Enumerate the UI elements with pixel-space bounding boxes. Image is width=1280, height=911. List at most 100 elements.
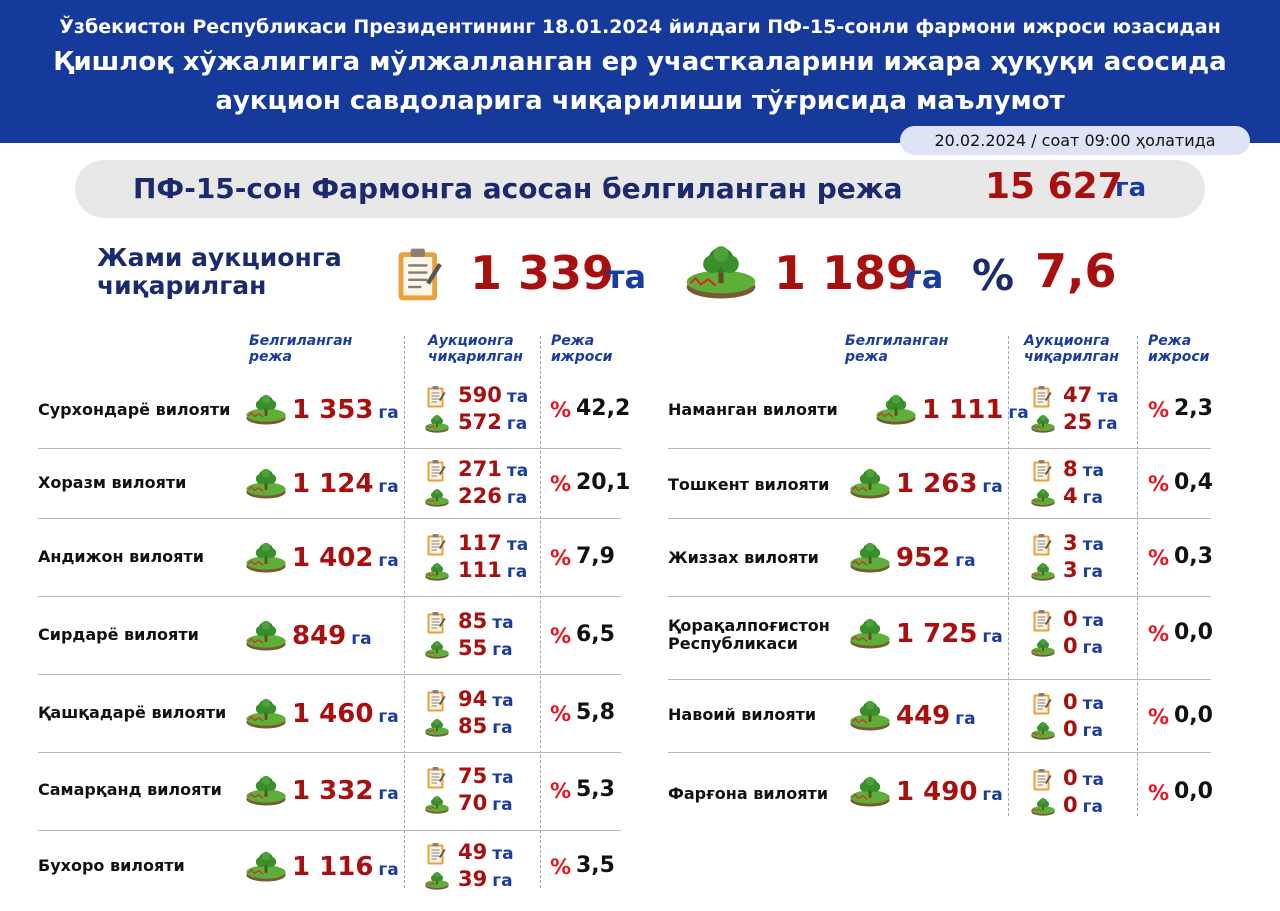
unit-ha: га [492,640,513,660]
land-plot-icon [244,620,288,652]
clipboard-icon [426,611,446,635]
land-plot-icon [424,562,450,582]
row-divider [38,830,621,831]
col-header-plan: Белгиланган режа [845,333,948,365]
unit-pcs: та [492,768,514,788]
land-plot-icon [1030,414,1056,434]
percent-icon: % [1148,705,1170,729]
land-plot-icon [1030,562,1056,582]
region-auction-count: 0 та [1063,690,1104,714]
clipboard-icon [426,689,446,713]
unit-ha: га [1008,403,1029,423]
region-auction-area: 25 га [1063,410,1118,434]
region-auction-area: 0 га [1063,634,1103,658]
auction-area-value: 572 [458,410,502,434]
region-name: Хоразм вилояти [38,473,187,492]
unit-ha: га [378,784,399,804]
percent-icon: % [550,398,572,422]
auction-area-value: 0 [1063,717,1078,741]
region-auction-area: 55 га [458,636,513,660]
percent-icon: % [550,702,572,726]
col-header-auction: Аукционга чиқарилган [1024,333,1119,365]
auction-area-value: 39 [458,867,488,891]
unit-ha: га [378,477,399,497]
land-plot-icon [1030,797,1056,817]
region-name: Самарқанд вилояти [38,780,222,799]
page-title-line1: Қишлоқ хўжалигига мўлжалланган ер участк… [53,47,1227,77]
region-plan: 849 га [292,621,372,651]
auction-count-value: 8 [1063,457,1078,481]
col-header-exec-l1: Режа [551,333,595,349]
row-divider [668,448,1211,449]
plan-banner: ПФ-15-сон Фармонга асосан белгиланган ре… [75,160,1205,218]
auction-count-value: 49 [458,840,488,864]
region-auction-count: 94 та [458,687,514,711]
unit-ha: га [378,860,399,880]
land-plot-icon [1030,488,1056,508]
auction-area-value: 111 [458,558,502,582]
region-plan-value: 1 263 [896,469,978,499]
col-header-plan-l2: режа [845,349,888,365]
unit-ha: га [378,403,399,423]
region-plan-value: 1 353 [292,395,374,425]
row-divider [668,679,1211,680]
land-plot-icon [424,640,450,660]
region-plan-value: 449 [896,701,951,731]
unit-ha: га [492,718,513,738]
land-plot-icon [244,468,288,500]
percent-icon: % [550,472,572,496]
land-plot-icon [424,795,450,815]
region-plan: 1 263 га [896,469,1003,499]
region-execution: 0,0 [1174,620,1213,645]
unit-ha: га [982,627,1003,647]
unit-pcs: та [1082,611,1104,631]
auction-count-value: 0 [1063,607,1078,631]
region-name: Қорақалпоғистон Республикаси [668,616,830,653]
unit-pcs: та [492,691,514,711]
region-auction-area: 572 га [458,410,527,434]
unit-ha: га [1082,488,1103,508]
region-execution: 0,0 [1174,779,1213,804]
percent-icon: % [1148,781,1170,805]
unit-ha: га [351,629,372,649]
clipboard-icon [1032,609,1052,633]
region-name: Сурхондарё вилояти [38,400,231,419]
total-label-line2: чиқарилган [97,271,267,300]
unit-ha: га [1082,638,1103,658]
clipboard-icon [1032,385,1052,409]
auction-area-value: 85 [458,714,488,738]
land-plot-icon [244,851,288,883]
page-title-line2: аукцион савдоларига чиқарилиши тўғрисида… [215,86,1065,116]
region-plan-value: 1 111 [922,395,1004,425]
region-plan: 1 124 га [292,469,399,499]
clipboard-icon [426,385,446,409]
total-label-line1: Жами аукционга [97,243,342,272]
percent-icon: % [550,779,572,803]
region-plan: 1 353 га [292,395,399,425]
region-plan: 1 490 га [896,777,1003,807]
auction-area-value: 0 [1063,634,1078,658]
row-divider [38,518,621,519]
unit-pcs: та [1082,535,1104,555]
region-auction-count: 75 та [458,764,514,788]
region-auction-area: 70 га [458,791,513,815]
region-name: Навоий вилояти [668,705,817,724]
row-divider [668,596,1211,597]
auction-area-value: 226 [458,484,502,508]
region-execution: 20,1 [576,470,631,495]
row-divider [668,752,1211,753]
unit-ha: га [378,707,399,727]
auction-count-value: 0 [1063,766,1078,790]
col-header-exec-l1: Режа [1148,333,1192,349]
region-auction-count: 117 та [458,531,528,555]
col-header-auction: Аукционга чиқарилган [428,333,523,365]
percent-icon: % [550,546,572,570]
region-execution: 3,5 [576,853,615,878]
region-auction-count: 271 та [458,457,528,481]
region-plan-value: 1 460 [292,699,374,729]
region-plan-value: 849 [292,621,347,651]
total-label: Жами аукционга чиқарилган [97,244,342,300]
col-header-plan-l1: Белгиланган [845,333,949,349]
row-divider [38,448,621,449]
unit-pcs: та [1082,694,1104,714]
